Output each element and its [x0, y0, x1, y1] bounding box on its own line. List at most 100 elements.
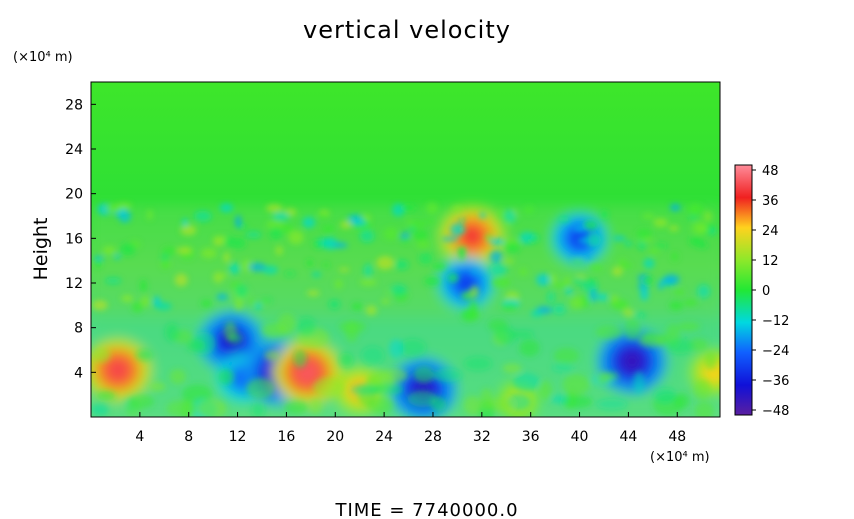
lower-cell — [186, 339, 206, 353]
turbulence-cell — [612, 235, 626, 241]
lower-cell — [479, 388, 493, 410]
lower-cell — [693, 379, 712, 400]
lower-cell — [91, 403, 109, 417]
turbulence-cell — [484, 233, 494, 242]
lower-cell — [135, 349, 154, 361]
turbulence-cell — [552, 304, 566, 315]
turbulence-cell — [636, 228, 652, 239]
lower-cell — [463, 356, 492, 371]
turbulence-cell — [669, 300, 684, 311]
turbulence-cell — [306, 290, 320, 297]
colorbar-tick-label: 24 — [762, 224, 779, 239]
lower-cell — [293, 349, 308, 368]
turbulence-cell — [400, 204, 416, 211]
colorbar-tick-label: −12 — [762, 314, 789, 329]
lower-cell — [512, 330, 534, 339]
turbulence-cell — [642, 275, 654, 286]
lower-cell — [166, 400, 198, 417]
turbulence-cell — [505, 241, 521, 253]
lower-cell — [595, 325, 623, 340]
turbulence-cell — [663, 274, 680, 285]
time-readout: TIME = 7740000.0 — [334, 500, 518, 519]
turbulence-cell — [642, 213, 655, 219]
lower-cell — [368, 396, 394, 414]
lower-cell — [551, 394, 569, 404]
turbulence-cell — [265, 204, 283, 213]
turbulence-cell — [569, 296, 584, 310]
turbulence-cell — [279, 224, 294, 234]
lower-cell — [296, 317, 317, 336]
turbulence-cell — [328, 299, 341, 310]
turbulence-cell — [113, 211, 123, 217]
turbulence-cell — [269, 226, 283, 240]
turbulence-cell — [223, 251, 230, 263]
turbulence-cell — [573, 276, 585, 285]
turbulence-cell — [697, 225, 708, 232]
lower-cell — [674, 393, 690, 409]
turbulence-cell — [272, 212, 290, 221]
x-tick-label: 44 — [619, 429, 637, 445]
lower-cell — [277, 313, 296, 335]
turbulence-cell — [447, 272, 459, 283]
turbulence-cell — [380, 299, 391, 304]
turbulence-cell — [637, 238, 655, 243]
lower-cell — [666, 338, 694, 355]
colorbar-tick-label: −24 — [762, 344, 789, 359]
x-axis-ticks: 4 8 12 16 20 24 28 32 36 40 44 48 — [135, 412, 686, 445]
turbulence-cell — [139, 279, 147, 293]
turbulence-cell — [426, 202, 439, 215]
turbulence-cell — [648, 248, 660, 254]
x-tick-label: 36 — [522, 429, 540, 445]
turbulence-cell — [489, 263, 508, 276]
turbulence-cell — [671, 252, 679, 262]
y-unit-label: (×10⁴ m) — [13, 50, 73, 65]
turbulence-cell — [376, 256, 394, 270]
turbulence-cell — [180, 224, 197, 236]
lower-cell — [494, 326, 517, 344]
lower-cell — [312, 377, 345, 398]
turbulence-cell — [234, 215, 242, 228]
turbulence-cell — [573, 225, 586, 233]
heatmap-blob-core — [619, 348, 645, 374]
turbulence-cell — [421, 219, 437, 224]
turbulence-cell — [502, 258, 515, 264]
turbulence-cell — [416, 239, 431, 249]
turbulence-cell — [441, 236, 459, 242]
x-tick-label: 4 — [135, 429, 144, 445]
turbulence-cell — [249, 298, 256, 306]
plot-area — [91, 82, 720, 417]
x-tick-label: 40 — [571, 429, 589, 445]
turbulence-cell — [547, 291, 555, 304]
turbulence-cell — [611, 266, 623, 277]
y-tick-label: 12 — [65, 276, 83, 292]
turbulence-cell — [489, 237, 505, 246]
lower-cell — [93, 347, 111, 363]
turbulence-cell — [174, 273, 188, 287]
turbulence-cell — [392, 203, 405, 217]
lower-cell — [251, 402, 266, 417]
lower-cell — [264, 350, 280, 361]
turbulence-cell — [401, 237, 410, 244]
turbulence-cell — [653, 243, 668, 249]
lower-cell — [361, 346, 385, 365]
lower-cell — [96, 390, 116, 401]
turbulence-cell — [176, 247, 192, 254]
y-axis-ticks: 4 8 12 16 20 24 28 — [65, 97, 96, 381]
turbulence-cell — [653, 217, 668, 228]
turbulence-cell — [530, 310, 543, 317]
turbulence-cell — [349, 219, 368, 226]
turbulence-cell — [93, 256, 105, 261]
x-tick-label: 28 — [424, 429, 442, 445]
turbulence-cell — [471, 269, 479, 275]
lower-cell — [350, 384, 381, 396]
turbulence-cell — [216, 293, 228, 301]
lower-cell — [284, 401, 309, 414]
turbulence-cell — [479, 212, 486, 219]
turbulence-cell — [319, 213, 329, 218]
lower-cell — [694, 401, 714, 417]
turbulence-cell — [696, 242, 709, 249]
lower-cell — [502, 363, 522, 374]
turbulence-cell — [230, 237, 246, 249]
lower-cell — [560, 395, 593, 409]
x-unit-label: (×10⁴ m) — [650, 450, 710, 465]
